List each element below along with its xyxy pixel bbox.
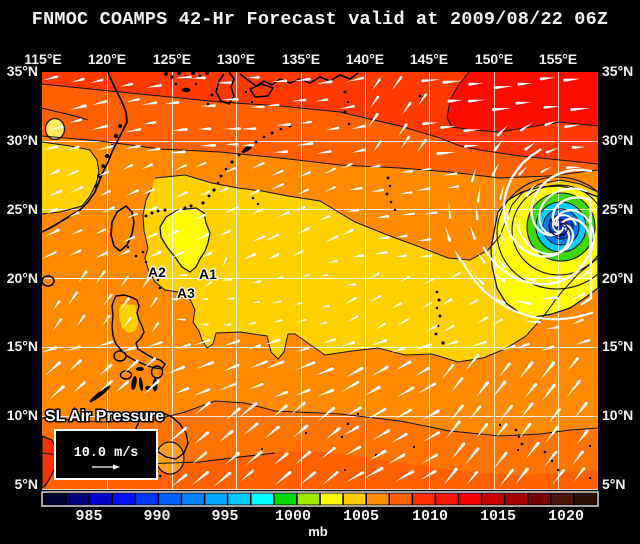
svg-text:20°N: 20°N	[7, 270, 38, 286]
svg-text:1005: 1005	[343, 508, 379, 525]
svg-text:5°N: 5°N	[602, 476, 626, 492]
svg-text:SL Air Pressure: SL Air Pressure	[45, 408, 164, 425]
svg-text:25°N: 25°N	[602, 201, 633, 217]
svg-text:10°N: 10°N	[7, 407, 38, 423]
svg-text:5°N: 5°N	[15, 476, 39, 492]
svg-text:130°E: 130°E	[217, 51, 255, 67]
svg-text:145°E: 145°E	[410, 51, 448, 67]
svg-text:150°E: 150°E	[475, 51, 513, 67]
svg-text:FNMOC COAMPS 42-Hr Forecast va: FNMOC COAMPS 42-Hr Forecast valid at 200…	[32, 9, 608, 30]
svg-text:995: 995	[211, 508, 238, 525]
svg-text:115°E: 115°E	[24, 51, 62, 67]
svg-text:155°E: 155°E	[539, 51, 577, 67]
svg-text:A2: A2	[148, 264, 166, 280]
svg-text:1010: 1010	[412, 508, 448, 525]
svg-text:1020: 1020	[548, 508, 584, 525]
svg-text:10.0 m/s: 10.0 m/s	[74, 446, 139, 461]
svg-text:mb: mb	[308, 524, 328, 539]
svg-text:10°N: 10°N	[602, 407, 633, 423]
svg-text:120°E: 120°E	[88, 51, 126, 67]
svg-text:20°N: 20°N	[602, 270, 633, 286]
svg-text:A1: A1	[199, 266, 217, 282]
svg-text:30°N: 30°N	[7, 132, 38, 148]
svg-text:35°N: 35°N	[602, 63, 633, 79]
svg-text:125°E: 125°E	[153, 51, 191, 67]
svg-text:15°N: 15°N	[7, 338, 38, 354]
svg-text:1015: 1015	[480, 508, 516, 525]
svg-text:140°E: 140°E	[346, 51, 384, 67]
svg-text:30°N: 30°N	[602, 132, 633, 148]
svg-text:A3: A3	[177, 285, 195, 301]
svg-text:985: 985	[75, 508, 102, 525]
svg-text:35°N: 35°N	[7, 63, 38, 79]
svg-text:25°N: 25°N	[7, 201, 38, 217]
svg-text:1000: 1000	[275, 508, 311, 525]
svg-text:15°N: 15°N	[602, 338, 633, 354]
svg-text:135°E: 135°E	[282, 51, 320, 67]
svg-text:990: 990	[143, 508, 170, 525]
